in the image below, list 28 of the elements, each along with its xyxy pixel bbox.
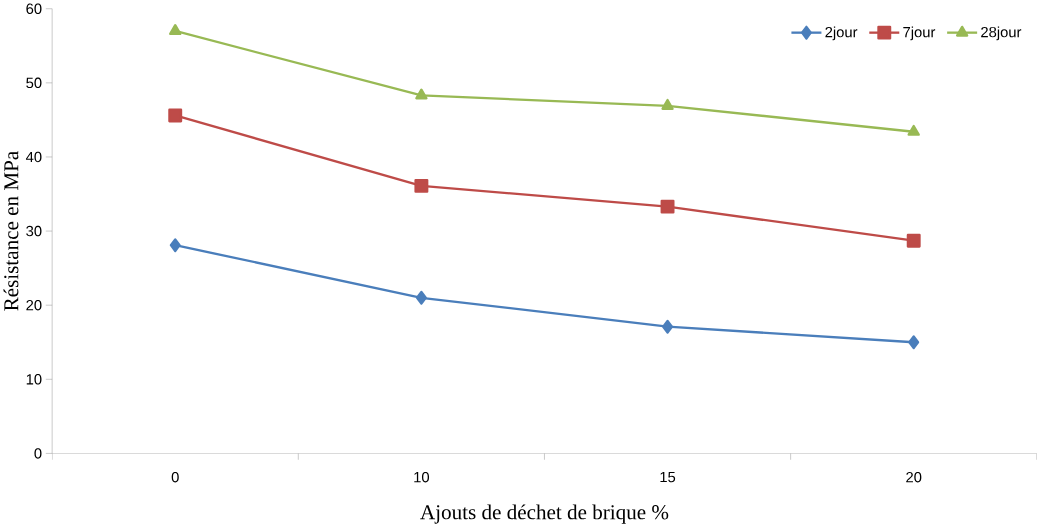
point: [662, 319, 674, 334]
y-tick-label: 20: [26, 299, 42, 311]
legend-label: 2jour: [825, 26, 858, 41]
point: [168, 108, 183, 123]
x-tick-label: 0: [171, 471, 179, 483]
point: [415, 88, 428, 100]
point: [415, 290, 427, 305]
x-axis-title: Ajouts de déchet de brique %: [420, 504, 669, 524]
y-tick-label: 10: [26, 373, 42, 385]
x-tick-label: 20: [906, 471, 922, 483]
point: [907, 124, 920, 136]
point: [414, 178, 429, 193]
y-tick-label: 0: [34, 448, 42, 459]
point: [169, 238, 181, 253]
point: [908, 335, 920, 350]
y-tick-label: 30: [26, 225, 42, 237]
x-tick-label: 15: [660, 471, 676, 483]
point: [169, 23, 182, 35]
legend-label: 7jour: [903, 26, 936, 41]
point: [661, 98, 674, 110]
legend-label: 28jour: [981, 26, 1022, 41]
y-tick-label: 60: [26, 3, 42, 14]
y-tick-label: 40: [25, 151, 42, 163]
y-tick-label: 50: [26, 77, 42, 89]
point: [660, 199, 675, 214]
y-axis-title: Résistance en MPa: [3, 151, 19, 311]
point: [906, 233, 921, 248]
x-tick-label: 10: [414, 471, 430, 483]
